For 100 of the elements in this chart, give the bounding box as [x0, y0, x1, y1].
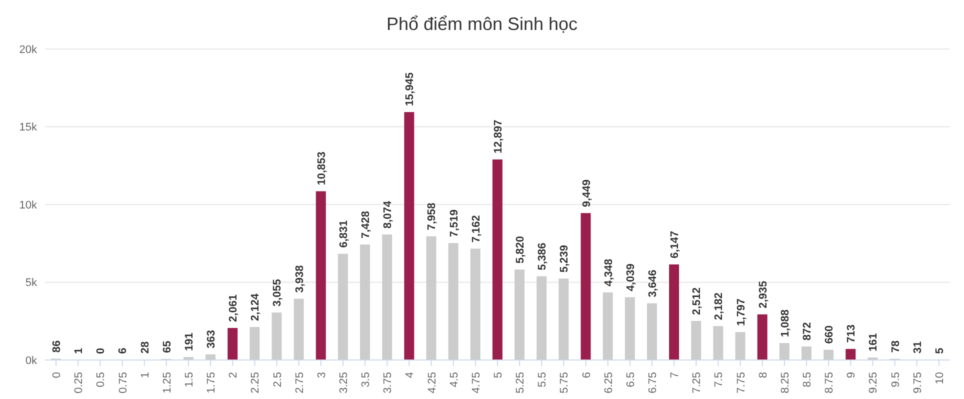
x-tick-label: 4.25	[426, 372, 438, 394]
x-tick-label: 1.75	[206, 372, 218, 394]
x-tick-label: 5.5	[536, 372, 549, 388]
data-label: 4,039	[624, 264, 637, 292]
x-tick-label: 0	[51, 372, 64, 378]
x-tick-label: 9.25	[868, 372, 880, 394]
x-tick-label: 5.25	[514, 372, 527, 394]
data-label: 31	[912, 341, 924, 354]
data-label: 6	[117, 348, 130, 354]
data-label: 3,055	[272, 278, 284, 306]
x-tick-label: 8.25	[779, 372, 792, 394]
x-tick-label: 3.25	[338, 372, 350, 394]
x-tick-label: 1	[139, 372, 152, 378]
y-tick-label: 10k	[19, 199, 38, 212]
data-label: 1	[73, 348, 86, 354]
data-label: 10,853	[316, 152, 328, 186]
data-label: 7,428	[360, 210, 372, 238]
bar	[757, 314, 768, 360]
x-tick-label: 8	[757, 372, 770, 378]
data-label: 9,449	[580, 180, 593, 208]
x-tick-label: 9	[846, 372, 858, 378]
bar	[360, 244, 370, 360]
bar	[779, 343, 790, 360]
bar	[294, 298, 304, 360]
bar	[713, 326, 724, 360]
x-tick-label: 2	[228, 372, 240, 378]
bar	[272, 312, 282, 360]
data-label: 6,147	[669, 230, 682, 258]
x-tick-label: 4.5	[448, 372, 460, 388]
x-tick-label: 5	[492, 372, 504, 378]
x-tick-label: 3	[316, 372, 328, 378]
data-label: 8,074	[382, 200, 394, 228]
data-label: 65	[161, 340, 174, 353]
bar	[338, 254, 348, 360]
data-label: 363	[206, 330, 218, 348]
x-tick-label: 2.75	[294, 372, 306, 394]
data-label: 713	[846, 324, 858, 343]
data-label: 2,061	[228, 294, 240, 322]
y-tick-label: 0k	[25, 354, 38, 367]
x-tick-label: 0.75	[117, 372, 130, 394]
x-tick-label: 1.5	[183, 372, 196, 388]
bar	[250, 326, 260, 360]
data-label: 1,797	[735, 298, 748, 326]
bar	[801, 346, 812, 360]
x-tick-label: 9.75	[912, 372, 924, 394]
x-tick-label: 7	[669, 372, 682, 378]
bar	[470, 248, 480, 360]
data-label: 5,386	[536, 242, 549, 270]
data-label: 5,239	[558, 245, 571, 273]
x-tick-label: 2.5	[272, 372, 284, 388]
x-tick-label: 7.25	[691, 372, 704, 394]
data-label: 7,958	[426, 202, 438, 230]
x-tick-label: 5.75	[558, 372, 571, 394]
x-tick-label: 0.5	[95, 372, 108, 388]
bar	[536, 276, 547, 360]
bar	[646, 303, 657, 360]
bar	[691, 320, 702, 360]
x-tick-label: 7.5	[713, 372, 726, 388]
bar	[846, 348, 856, 360]
bar	[404, 112, 414, 360]
x-tick-label: 8.5	[802, 372, 814, 388]
data-label: 2,935	[757, 280, 770, 308]
data-label: 86	[51, 340, 63, 353]
x-tick-label: 3.5	[360, 372, 372, 388]
data-label: 3,646	[646, 270, 659, 298]
data-label: 7,162	[470, 215, 482, 243]
data-label: 872	[801, 322, 814, 340]
bar	[492, 159, 502, 360]
data-label: 191	[183, 332, 196, 352]
bar	[602, 292, 613, 360]
data-label: 5	[934, 348, 946, 354]
x-tick-label: 4	[404, 372, 416, 378]
data-label: 2,182	[713, 292, 726, 320]
x-tick-label: 8.75	[824, 372, 836, 394]
y-tick-label: 15k	[19, 122, 38, 134]
x-tick-label: 3.75	[382, 372, 394, 394]
data-label: 12,897	[492, 120, 504, 154]
bar	[316, 191, 326, 360]
x-tick-label: 2.25	[250, 372, 262, 394]
y-tick-label: 5k	[25, 277, 38, 290]
x-tick-label: 7.75	[735, 372, 748, 394]
data-label: 2,512	[691, 287, 704, 315]
bar	[448, 243, 458, 360]
bar	[624, 297, 635, 360]
data-label: 2,124	[250, 292, 262, 321]
y-tick-label: 20k	[19, 44, 38, 56]
data-label: 0	[95, 348, 108, 354]
x-tick-label: 6.5	[624, 372, 637, 388]
x-tick-label: 6	[580, 372, 593, 378]
data-label: 4,348	[602, 258, 615, 286]
bar	[824, 350, 834, 360]
x-tick-label: 9.5	[890, 372, 902, 388]
bar	[514, 270, 525, 360]
bar	[558, 278, 569, 360]
data-label: 1,088	[779, 310, 792, 338]
data-label: 28	[139, 341, 152, 354]
data-label: 3,938	[294, 265, 306, 293]
x-tick-label: 6.75	[647, 372, 660, 394]
bar	[580, 213, 591, 360]
x-tick-label: 0.25	[73, 372, 86, 394]
